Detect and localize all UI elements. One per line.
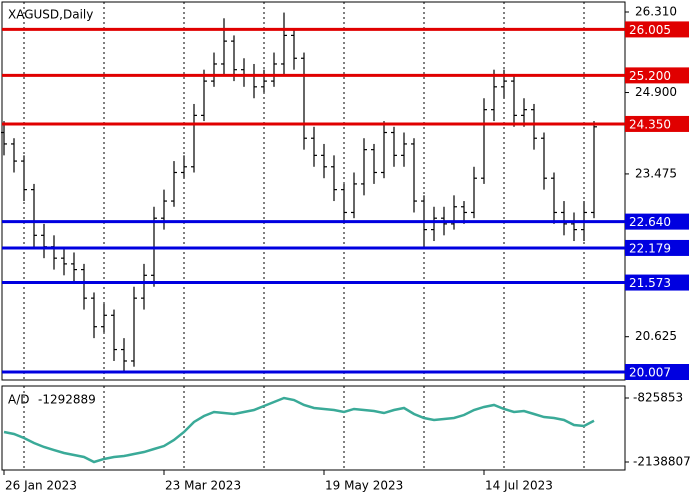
level-label: 20.007 (629, 366, 671, 380)
y-tick-label: 23.475 (635, 166, 677, 180)
level-box (625, 364, 689, 381)
level-box (625, 213, 689, 230)
level-label: 22.179 (629, 241, 671, 255)
level-label: 21.573 (629, 276, 671, 290)
chart-title: XAGUSD,Daily (8, 8, 93, 22)
indicator-tick-label: -825853 (633, 391, 683, 405)
y-tick-label: 26.310 (635, 4, 677, 18)
x-tick-label: 19 May 2023 (325, 479, 403, 493)
indicator-name: A/D (8, 393, 30, 407)
indicator-line (3, 396, 595, 464)
level-box (625, 274, 689, 291)
y-tick-label: 24.900 (635, 85, 677, 99)
x-tick-label: 23 Mar 2023 (165, 479, 241, 493)
level-box (625, 67, 689, 84)
x-tick-label: 14 Jul 2023 (485, 479, 553, 493)
indicator-panel (1, 385, 626, 471)
level-label: 25.200 (629, 69, 671, 83)
level-label: 24.350 (629, 117, 671, 131)
x-tick-label: 26 Jan 2023 (5, 479, 77, 493)
indicator-value: -1292889 (38, 393, 96, 407)
level-box (625, 115, 689, 132)
indicator-tick-label: -2138807 (633, 455, 691, 469)
price-panel (1, 1, 626, 381)
y-tick-label: 20.625 (635, 329, 677, 343)
level-box (625, 239, 689, 256)
level-label: 26.005 (629, 23, 671, 37)
level-box (625, 21, 689, 38)
level-label: 22.640 (629, 215, 671, 229)
